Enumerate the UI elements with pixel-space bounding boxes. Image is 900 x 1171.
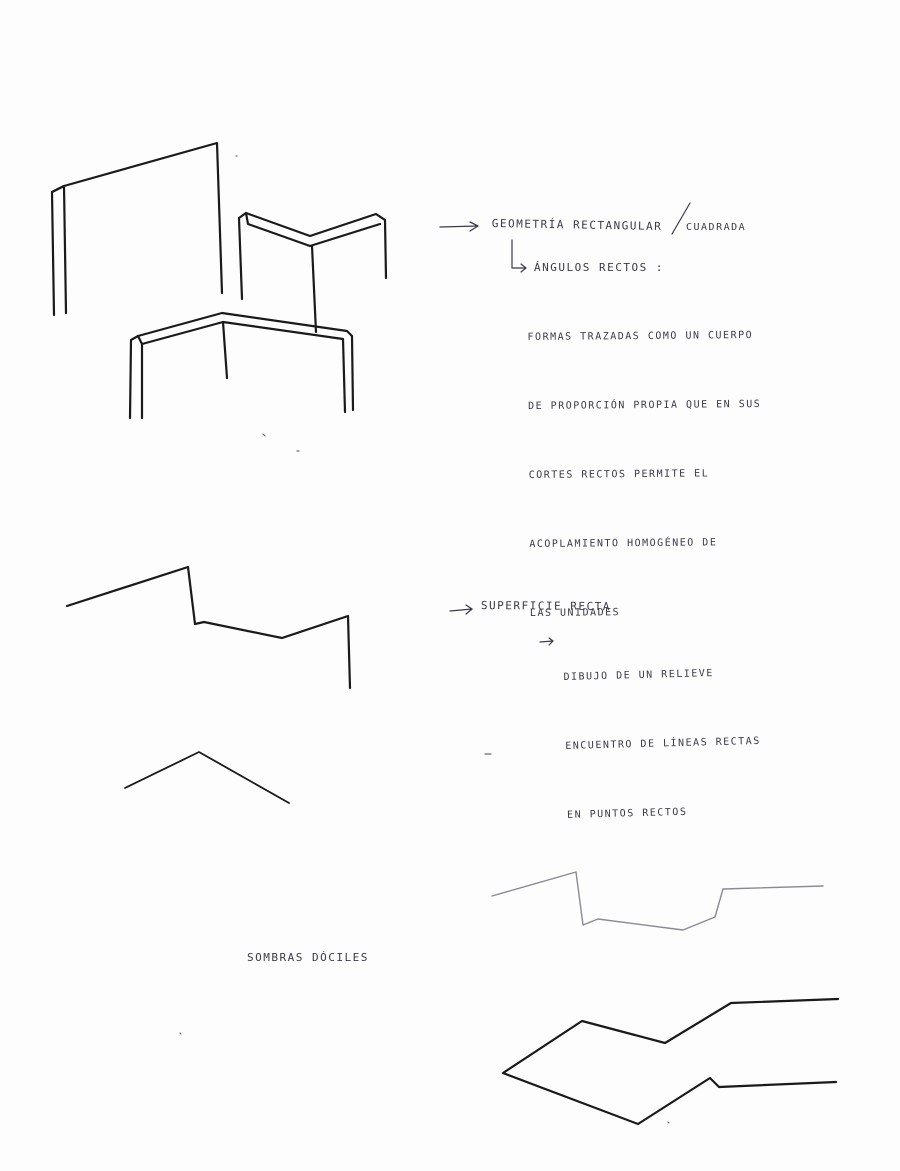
panel-corner xyxy=(237,211,388,334)
relief-line xyxy=(65,565,352,690)
panel-front xyxy=(128,311,355,420)
note-line: ENCUENTRO DE LÍNEAS RECTAS xyxy=(565,735,761,752)
slash-separator xyxy=(671,202,691,235)
note-line: DIBUJO DE UN RELIEVE xyxy=(563,668,715,683)
bold-relief-line xyxy=(501,997,840,1126)
chevron-line xyxy=(124,751,290,804)
note-line: EN PUNTOS RECTOS xyxy=(566,806,688,821)
note-heading-geometry: GEOMETRÍA RECTANGULAR xyxy=(491,216,663,233)
faint-relief-line xyxy=(491,871,824,931)
note-heading-alt: CUADRADA xyxy=(686,222,747,233)
note-line: CORTES RECTOS PERMITE EL xyxy=(528,468,710,481)
note-label-shadows: SOMBRAS DÓCILES xyxy=(247,951,369,964)
note-subheading-angles: ÁNGULOS RECTOS : xyxy=(534,261,664,274)
stray-marks xyxy=(179,155,670,1124)
note-body-surface: DIBUJO DE UN RELIEVE ENCUENTRO DE LÍNEAS… xyxy=(562,615,764,873)
note-line: ACOPLAMIENTO HOMOGÉNEO DE xyxy=(529,537,718,550)
arrow-icon xyxy=(539,637,554,646)
note-line: FORMAS TRAZADAS COMO UN CUERPO xyxy=(527,330,754,343)
panel-left xyxy=(50,141,224,317)
note-line: DE PROPORCIÓN PROPIA QUE EN SUS xyxy=(528,398,762,412)
note-heading-surface: SUPERFICIE RECTA xyxy=(480,598,611,614)
arrow-icon xyxy=(439,221,479,232)
arrow-icon xyxy=(449,604,473,615)
bracket-arrow-icon xyxy=(511,239,527,273)
